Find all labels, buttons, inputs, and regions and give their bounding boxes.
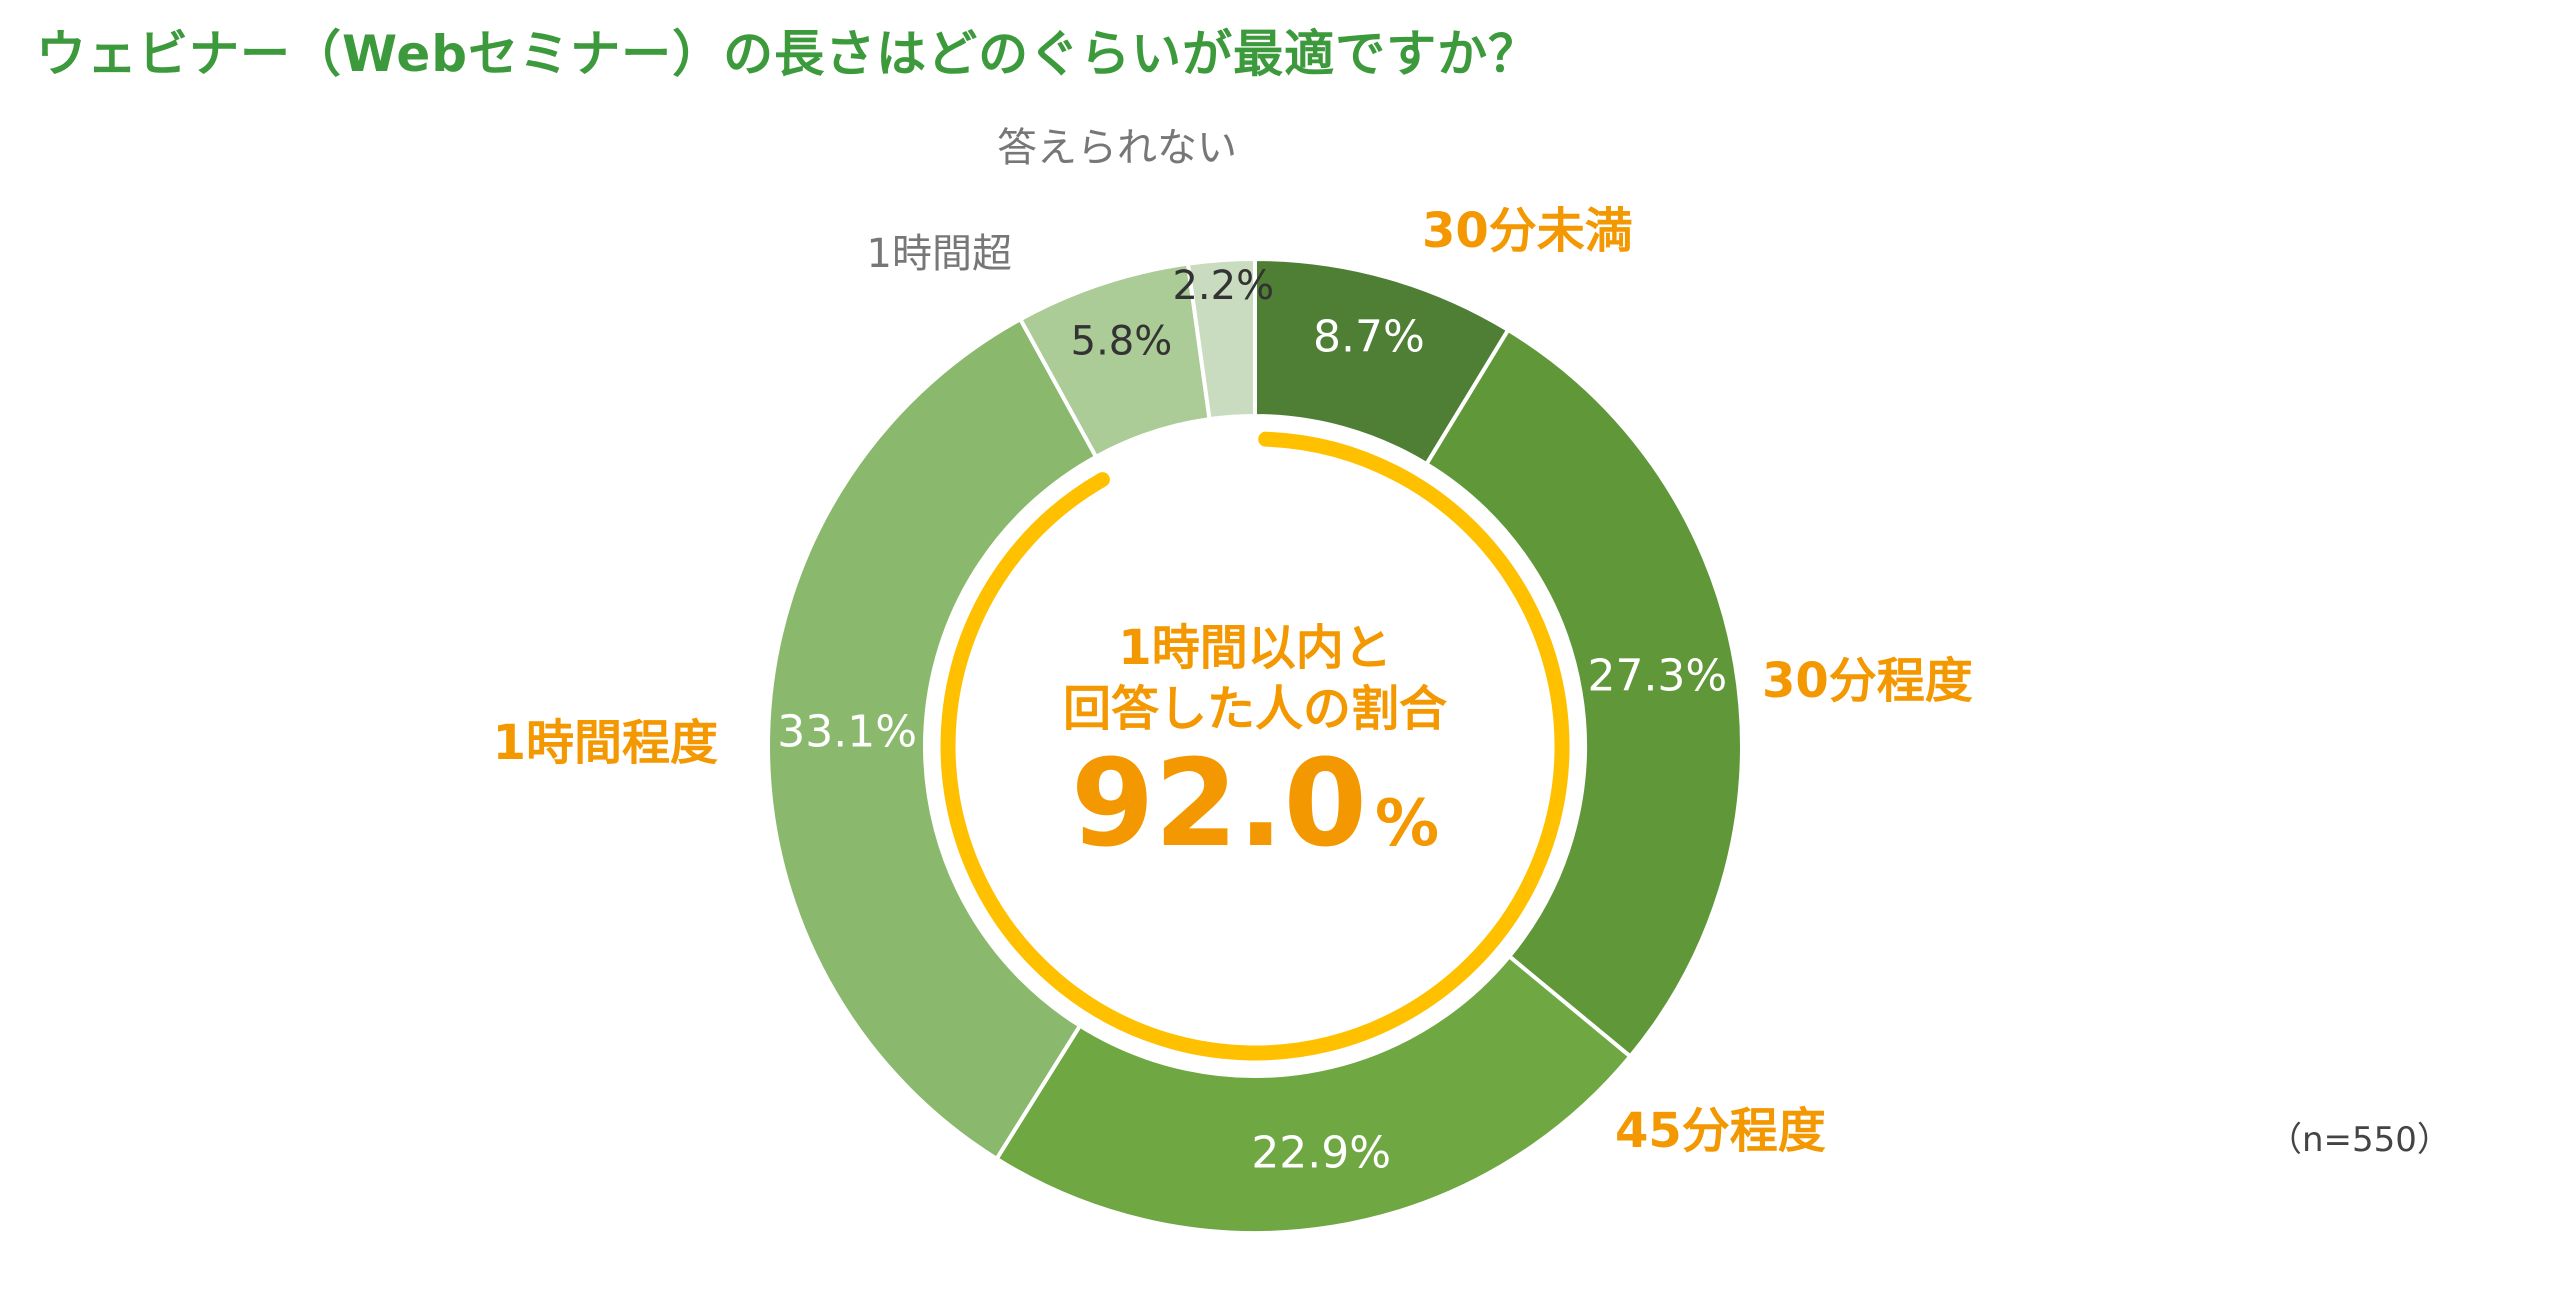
value-label-4: 33.1%	[777, 706, 917, 757]
slice-4	[766, 316, 1099, 1162]
slice-3	[993, 953, 1634, 1235]
slice-2	[1423, 327, 1744, 1060]
value-label-5: 5.8%	[1071, 319, 1173, 365]
value-label-2: 27.3%	[1587, 650, 1727, 701]
center-value-unit: %	[1375, 787, 1439, 861]
highlight-arc	[940, 431, 1570, 1061]
chart-title: ウェビナー（Webセミナー）の長さはどのぐらいが最適ですか？	[36, 25, 1540, 83]
category-label-4: 1時間程度	[493, 715, 718, 771]
chart-labels: 8.7% 27.3% 22.9% 33.1% 5.8% 2.2% 30分未満 30分程度 45分…	[493, 125, 1973, 1179]
category-label-6: 答えられない	[997, 125, 1237, 171]
category-label-5: 1時間超	[867, 231, 1012, 277]
center-label-line1: 1時間以内と	[1118, 620, 1391, 676]
highlight-ring	[940, 431, 1570, 1061]
value-label-6: 2.2%	[1172, 263, 1274, 309]
value-label-3: 22.9%	[1251, 1128, 1391, 1179]
donut-slices	[766, 256, 1744, 1235]
center-label-line2: 回答した人の割合	[1063, 681, 1447, 737]
slice-6	[1185, 256, 1257, 422]
category-label-3: 45分程度	[1615, 1103, 1826, 1159]
category-label-2: 30分程度	[1762, 653, 1973, 709]
value-label-1: 8.7%	[1313, 312, 1425, 363]
center-value: 92.0%	[1071, 735, 1439, 874]
sample-size-note: （n=550）	[2268, 1120, 2451, 1160]
center-value-number: 92.0	[1071, 735, 1367, 874]
category-label-1: 30分未満	[1422, 203, 1633, 259]
